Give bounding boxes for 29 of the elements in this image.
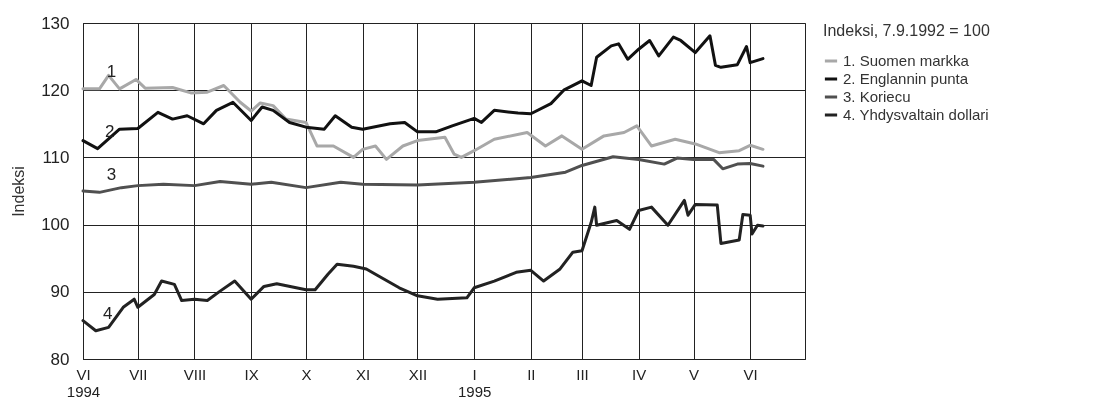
x-tick-label: IX: [244, 365, 259, 383]
line-series: [81, 155, 765, 194]
annotation: 3: [106, 165, 117, 185]
y-tick-label: 90: [50, 282, 70, 302]
y-axis-title: Indeksi: [10, 166, 28, 217]
x-tick-label: X: [301, 365, 312, 383]
y-tick-label: 100: [41, 215, 70, 235]
x-tick-label: V: [688, 365, 700, 383]
x-tick-label: II: [527, 365, 536, 383]
annotation: 4: [103, 303, 113, 323]
line-series: [81, 34, 765, 151]
legend-label: 4. Yhdysvaltain dollari: [843, 106, 989, 123]
x-tick-label: VI: [743, 365, 758, 383]
x-tick-label: XI: [356, 365, 371, 383]
x-tick-label: III: [576, 365, 589, 383]
y-tick-label: 120: [41, 80, 70, 100]
legend-label: 1. Suomen markka: [843, 52, 970, 69]
x-tick-label: I 1995: [457, 365, 492, 400]
legend-label: 3. Koriecu: [843, 88, 911, 105]
legend-title: Indeksi, 7.9.1992 = 100: [823, 22, 990, 39]
annotation: 2: [104, 121, 115, 141]
legend-label: 2. Englannin punta: [843, 70, 969, 87]
x-tick-label: IV: [632, 365, 647, 383]
x-tick-label: XII: [408, 365, 428, 383]
x-tick-label: VIII: [183, 365, 207, 383]
x-tick-label: VII: [129, 365, 148, 383]
annotation: 1: [106, 61, 117, 81]
y-tick-label: 110: [42, 147, 70, 167]
y-tick-label: 130: [41, 13, 70, 33]
